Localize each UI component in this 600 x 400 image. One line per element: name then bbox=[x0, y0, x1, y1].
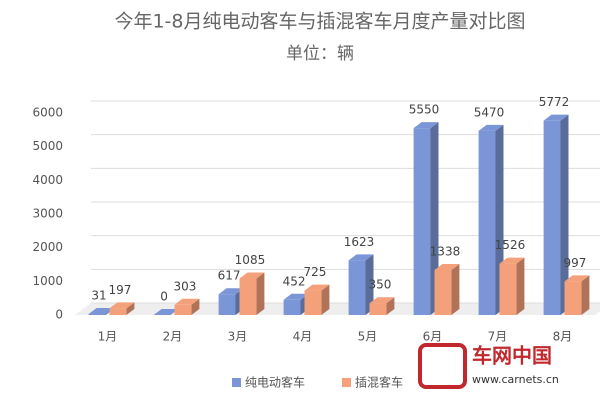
bar-top bbox=[304, 284, 330, 291]
bar bbox=[434, 269, 452, 315]
x-tick-label: 2月 bbox=[163, 330, 183, 344]
bar bbox=[543, 120, 561, 316]
value-label: 725 bbox=[303, 265, 326, 279]
bar-top bbox=[153, 309, 179, 315]
value-label: 1623 bbox=[344, 235, 375, 249]
x-tick-label: 8月 bbox=[553, 330, 573, 344]
value-label: 0 bbox=[160, 290, 168, 304]
bar-side bbox=[191, 298, 200, 315]
bar-top bbox=[478, 124, 504, 131]
bar bbox=[239, 278, 257, 315]
legend-label: 纯电动客车 bbox=[245, 375, 305, 390]
x-tick-label: 7月 bbox=[488, 330, 508, 344]
bar-top bbox=[174, 298, 200, 305]
bar-side bbox=[430, 122, 439, 316]
watermark-url: www.carnets.cn bbox=[472, 373, 559, 386]
y-tick-label: 5000 bbox=[32, 139, 63, 153]
bar-top bbox=[434, 263, 460, 270]
value-label: 350 bbox=[368, 278, 391, 292]
x-tick-label: 4月 bbox=[293, 330, 313, 344]
bar bbox=[88, 313, 106, 315]
x-tick-label: 5月 bbox=[358, 330, 378, 344]
bar-top bbox=[369, 297, 395, 304]
bar bbox=[413, 128, 431, 315]
y-tick-label: 3000 bbox=[32, 207, 63, 221]
bar-top bbox=[239, 272, 265, 279]
value-label: 997 bbox=[563, 256, 586, 270]
bar bbox=[218, 294, 236, 315]
value-label: 1085 bbox=[235, 253, 266, 267]
value-label: 452 bbox=[283, 274, 306, 288]
value-label: 1338 bbox=[430, 244, 461, 258]
legend-label: 插混客车 bbox=[355, 375, 403, 390]
legend: 纯电动客车 插混客车 bbox=[232, 375, 403, 390]
bar-side bbox=[321, 284, 330, 315]
value-label: 5772 bbox=[539, 95, 570, 109]
bar-side bbox=[451, 263, 460, 315]
bar-top bbox=[218, 288, 244, 295]
watermark-logo bbox=[418, 343, 467, 389]
y-tick-label: 2000 bbox=[32, 240, 63, 254]
bar-top bbox=[283, 293, 309, 300]
bar bbox=[283, 299, 301, 315]
bar-side bbox=[256, 272, 265, 315]
bar bbox=[174, 304, 192, 315]
value-label: 617 bbox=[218, 269, 241, 283]
x-tick-label: 1月 bbox=[98, 330, 118, 344]
value-label: 5470 bbox=[474, 105, 505, 119]
bar-top bbox=[564, 275, 590, 282]
y-tick-label: 4000 bbox=[32, 173, 63, 187]
value-label: 197 bbox=[108, 283, 131, 297]
bar-side bbox=[365, 254, 374, 315]
bar bbox=[348, 260, 366, 315]
bar-top bbox=[109, 302, 135, 309]
bar-side bbox=[516, 257, 525, 315]
chart-subtitle: 单位：辆 bbox=[286, 44, 354, 64]
y-tick-label: 0 bbox=[55, 308, 63, 322]
bar bbox=[564, 281, 582, 315]
bar bbox=[369, 303, 387, 315]
legend-swatch bbox=[342, 378, 351, 387]
floor bbox=[75, 303, 600, 315]
value-label: 303 bbox=[173, 279, 196, 293]
chart-title: 今年1-8月纯电动客车与插混客车月度产量对比图 bbox=[114, 11, 525, 33]
value-label: 1526 bbox=[495, 238, 526, 252]
x-tick-label: 3月 bbox=[228, 330, 248, 344]
y-tick-label: 1000 bbox=[32, 274, 63, 288]
bar-side bbox=[126, 302, 135, 315]
bar-top bbox=[499, 257, 525, 264]
bar-top bbox=[543, 114, 569, 121]
value-label: 5550 bbox=[409, 103, 440, 117]
value-label: 31 bbox=[91, 288, 106, 302]
bar-top bbox=[413, 122, 439, 129]
y-tick-label: 6000 bbox=[32, 106, 63, 120]
bar-top bbox=[88, 307, 114, 314]
bar-top bbox=[348, 254, 374, 261]
bar-side bbox=[560, 114, 569, 316]
bar bbox=[304, 290, 322, 315]
watermark-name: 车网中国 bbox=[472, 344, 552, 368]
x-tick-label: 6月 bbox=[423, 330, 443, 344]
bar bbox=[499, 263, 517, 315]
bar bbox=[109, 308, 127, 315]
bar-side bbox=[581, 275, 590, 315]
bar-side bbox=[386, 297, 395, 315]
legend-swatch bbox=[232, 378, 241, 387]
bar bbox=[478, 130, 496, 315]
